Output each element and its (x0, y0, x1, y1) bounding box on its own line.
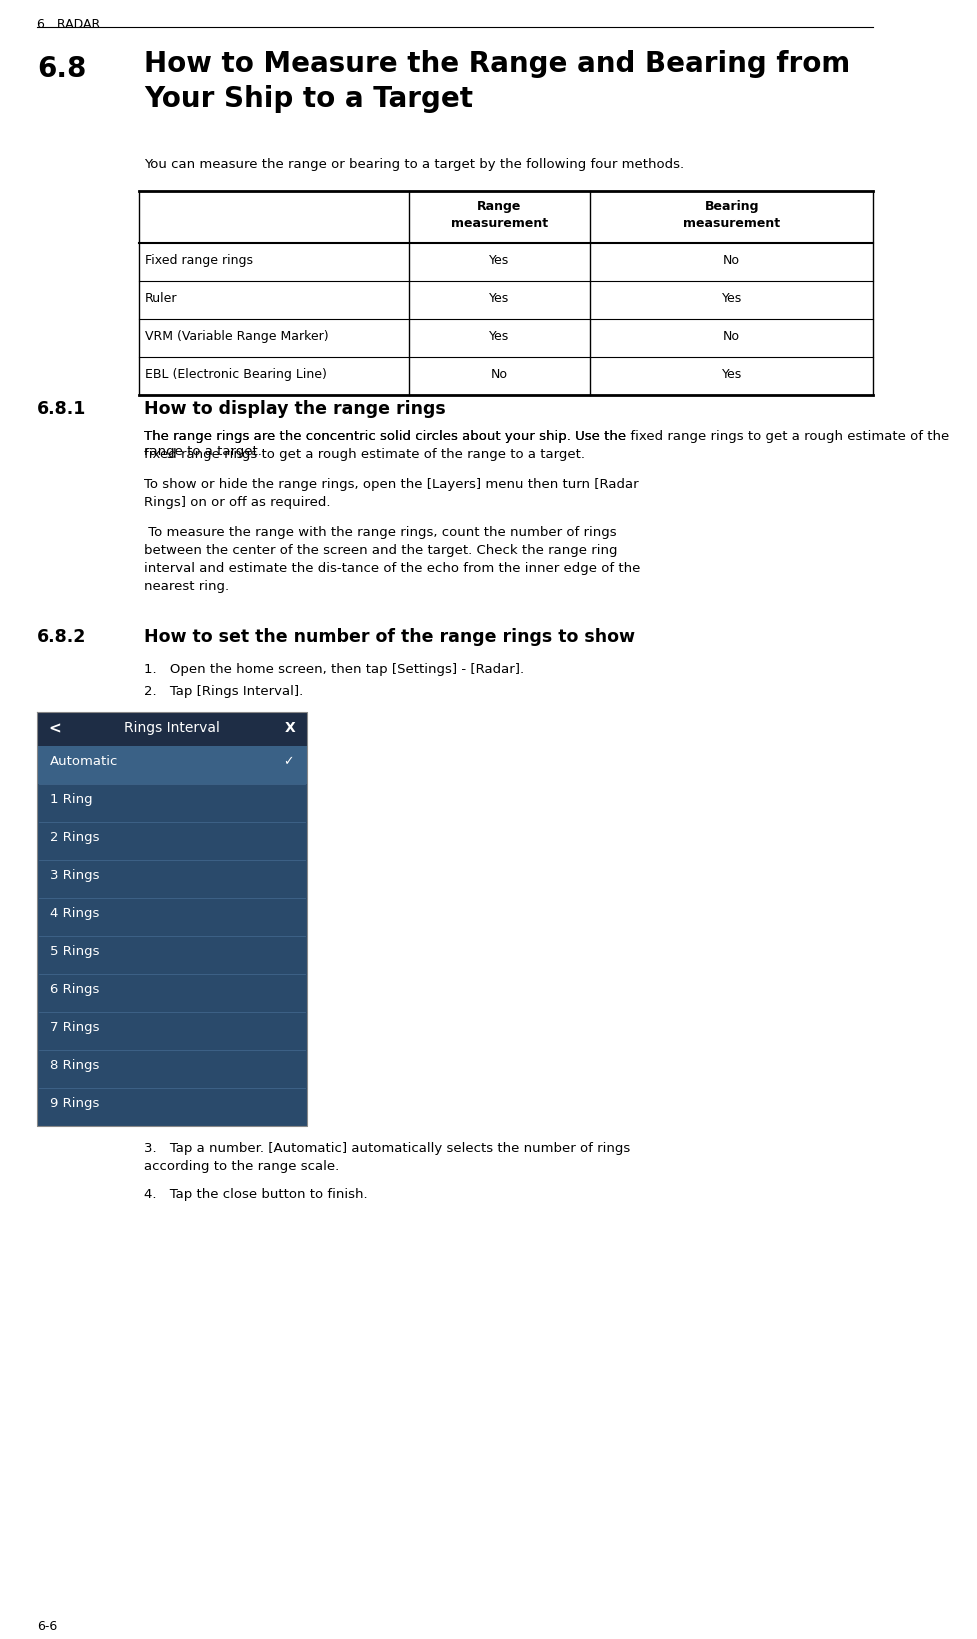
FancyBboxPatch shape (37, 860, 307, 898)
Text: 6-6: 6-6 (37, 1619, 58, 1632)
Text: 9 Rings: 9 Rings (50, 1096, 100, 1110)
Text: No: No (723, 254, 741, 267)
Text: 6.  RADAR: 6. RADAR (37, 18, 101, 31)
Text: Rings] on or off as required.: Rings] on or off as required. (144, 495, 330, 508)
FancyBboxPatch shape (37, 1013, 307, 1051)
Text: 7 Rings: 7 Rings (50, 1021, 100, 1033)
Text: Ruler: Ruler (145, 292, 178, 305)
Text: 4 Rings: 4 Rings (50, 906, 100, 919)
Text: 6 Rings: 6 Rings (50, 982, 100, 995)
Text: Rings Interval: Rings Interval (124, 721, 220, 734)
Text: nearest ring.: nearest ring. (144, 580, 230, 593)
FancyBboxPatch shape (37, 936, 307, 975)
Text: Yes: Yes (489, 329, 510, 343)
FancyBboxPatch shape (37, 785, 307, 823)
Text: How to display the range rings: How to display the range rings (144, 400, 446, 418)
Text: Yes: Yes (489, 292, 510, 305)
Text: according to the range scale.: according to the range scale. (144, 1159, 339, 1172)
Text: 6.8.2: 6.8.2 (37, 628, 87, 646)
Text: X: X (284, 721, 295, 734)
Text: Automatic: Automatic (50, 754, 118, 767)
Text: You can measure the range or bearing to a target by the following four methods.: You can measure the range or bearing to … (144, 157, 684, 170)
Text: ✓: ✓ (282, 754, 293, 767)
Text: To measure the range with the range rings, count the number of rings: To measure the range with the range ring… (144, 526, 616, 539)
Text: Yes: Yes (489, 254, 510, 267)
Text: 1. Open the home screen, then tap [Settings] - [Radar].: 1. Open the home screen, then tap [Setti… (144, 662, 524, 675)
Text: 1 Ring: 1 Ring (50, 793, 93, 805)
Text: 4. Tap the close button to finish.: 4. Tap the close button to finish. (144, 1187, 367, 1200)
FancyBboxPatch shape (37, 713, 307, 746)
Text: 3 Rings: 3 Rings (50, 869, 100, 882)
Text: Range
measurement: Range measurement (450, 200, 548, 229)
Text: How to Measure the Range and Bearing from
Your Ship to a Target: How to Measure the Range and Bearing fro… (144, 49, 850, 113)
Text: 6.8.1: 6.8.1 (37, 400, 87, 418)
Text: between the center of the screen and the target. Check the range ring: between the center of the screen and the… (144, 544, 617, 557)
Text: Yes: Yes (722, 367, 742, 380)
Text: interval and estimate the dis-tance of the echo from the inner edge of the: interval and estimate the dis-tance of t… (144, 562, 640, 575)
Text: 3. Tap a number. [Automatic] automatically selects the number of rings: 3. Tap a number. [Automatic] automatical… (144, 1141, 630, 1154)
Text: 8 Rings: 8 Rings (50, 1059, 100, 1072)
Text: 2 Rings: 2 Rings (50, 831, 100, 844)
FancyBboxPatch shape (37, 746, 307, 785)
Text: Bearing
measurement: Bearing measurement (683, 200, 781, 229)
Text: The range rings are the concentric solid circles about your ship. Use the: The range rings are the concentric solid… (144, 429, 626, 443)
Text: EBL (Electronic Bearing Line): EBL (Electronic Bearing Line) (145, 367, 327, 380)
Text: 5 Rings: 5 Rings (50, 944, 100, 957)
FancyBboxPatch shape (37, 823, 307, 860)
FancyBboxPatch shape (37, 975, 307, 1013)
Text: No: No (490, 367, 508, 380)
Text: To show or hide the range rings, open the [Layers] menu then turn [Radar: To show or hide the range rings, open th… (144, 477, 639, 490)
Text: <: < (48, 721, 62, 736)
Text: 6.8: 6.8 (37, 56, 87, 84)
Text: VRM (Variable Range Marker): VRM (Variable Range Marker) (145, 329, 328, 343)
Text: fixed range rings to get a rough estimate of the range to a target.: fixed range rings to get a rough estimat… (144, 447, 585, 461)
FancyBboxPatch shape (37, 1088, 307, 1126)
FancyBboxPatch shape (37, 1051, 307, 1088)
Text: Yes: Yes (722, 292, 742, 305)
Text: The range rings are the concentric solid circles about your ship. Use the fixed : The range rings are the concentric solid… (144, 429, 950, 457)
Text: 2. Tap [Rings Interval].: 2. Tap [Rings Interval]. (144, 685, 303, 698)
FancyBboxPatch shape (37, 898, 307, 936)
Text: Fixed range rings: Fixed range rings (145, 254, 253, 267)
Text: No: No (723, 329, 741, 343)
Text: How to set the number of the range rings to show: How to set the number of the range rings… (144, 628, 635, 646)
